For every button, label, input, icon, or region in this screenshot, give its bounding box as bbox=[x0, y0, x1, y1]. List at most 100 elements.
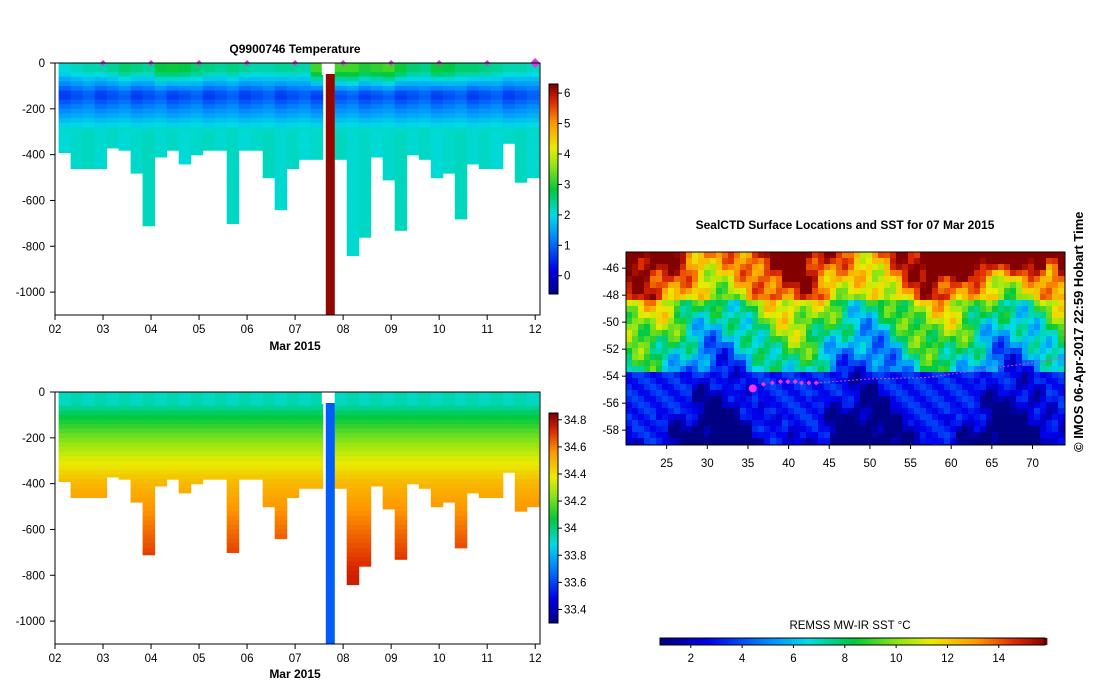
top-profile-34-cell bbox=[478, 118, 492, 124]
sst-cell bbox=[914, 258, 921, 265]
sst-colorbar-step bbox=[888, 638, 892, 645]
bot-profile-29-cell bbox=[418, 414, 432, 421]
sst-cell bbox=[746, 300, 753, 307]
sst-cell bbox=[998, 312, 1005, 319]
top-profile-17-cell bbox=[262, 67, 276, 73]
sst-cell bbox=[896, 294, 903, 301]
bot-profile-18-cell bbox=[274, 442, 288, 448]
top-profile-24-cell bbox=[358, 131, 372, 137]
bot-profile-35-cell bbox=[490, 456, 504, 462]
bot-colorbar-step bbox=[549, 575, 558, 578]
sst-cell bbox=[668, 354, 675, 361]
sst-cell bbox=[740, 336, 747, 343]
top-profile-22-cell bbox=[334, 150, 348, 156]
sst-cell bbox=[842, 264, 849, 271]
bot-profile-27-cell bbox=[394, 552, 408, 558]
top-profile-15-cell bbox=[238, 63, 252, 69]
bot-profile-22-cell bbox=[334, 401, 348, 407]
sst-cell bbox=[698, 324, 705, 331]
bot-profile-27-cell bbox=[394, 401, 408, 407]
top-profile-19-cell bbox=[286, 67, 300, 73]
salinity-x-axis: 02 03 04 05 06 07 08 09 10 11 12 bbox=[49, 644, 542, 665]
sst-cell bbox=[740, 252, 747, 259]
sst-cell bbox=[692, 276, 699, 283]
top-profile-36-cell bbox=[502, 99, 516, 105]
top-profile-6-cell bbox=[130, 140, 144, 147]
bot-profile-31-cell bbox=[442, 433, 456, 439]
sst-cell bbox=[656, 264, 663, 271]
sst-cell bbox=[752, 420, 759, 427]
sst-cell bbox=[1052, 420, 1059, 427]
bot-profile-19-cell bbox=[286, 437, 300, 443]
sst-cell bbox=[944, 342, 951, 349]
sst-cell bbox=[842, 432, 849, 439]
sst-cell bbox=[848, 294, 855, 301]
sst-cell bbox=[698, 300, 705, 307]
sst-cell bbox=[908, 270, 915, 277]
sst-cell bbox=[812, 426, 819, 433]
top-colorbar-step bbox=[549, 184, 558, 187]
sst-colorbar-step bbox=[666, 638, 670, 645]
top-profile-5-cell bbox=[118, 140, 132, 147]
sst-cell bbox=[650, 318, 657, 325]
sst-cell bbox=[686, 384, 693, 391]
bot-profile-29-cell bbox=[418, 424, 432, 430]
bot-profile-37-cell bbox=[514, 497, 528, 503]
top-profile-1-cell bbox=[70, 72, 84, 78]
sst-cell bbox=[902, 330, 909, 337]
sst-cell bbox=[794, 306, 801, 313]
sst-colorbar-step bbox=[1035, 638, 1039, 645]
bot-profile-37-cell bbox=[514, 419, 528, 425]
sst-colorbar-step bbox=[732, 638, 736, 645]
bot-profile-14-cell bbox=[226, 447, 240, 453]
sst-cell bbox=[962, 282, 969, 289]
sst-cell bbox=[968, 348, 975, 355]
sst-cell bbox=[698, 306, 705, 313]
sst-cell bbox=[668, 318, 675, 325]
sst-cell bbox=[704, 258, 711, 265]
top-profile-11-cell bbox=[190, 140, 204, 147]
sst-colorbar-tick-label: 8 bbox=[842, 653, 848, 665]
bot-profile-37-cell bbox=[514, 424, 528, 430]
bot-profile-14-cell bbox=[226, 451, 240, 457]
bot-profile-32-cell bbox=[454, 410, 468, 416]
sst-cell bbox=[806, 402, 813, 409]
sst-cell bbox=[956, 402, 963, 409]
top-colorbar-step bbox=[549, 132, 558, 135]
sst-cell bbox=[716, 270, 723, 277]
sst-cell bbox=[860, 252, 867, 259]
sst-cell bbox=[920, 390, 927, 397]
top-colorbar-step bbox=[549, 292, 558, 295]
sst-cell bbox=[764, 420, 771, 427]
sst-cell bbox=[830, 408, 837, 415]
sst-cell bbox=[824, 378, 831, 385]
sst-cell bbox=[1016, 330, 1023, 337]
sst-cell bbox=[770, 348, 777, 355]
top-profile-22-cell bbox=[334, 81, 348, 87]
bot-profile-16-cell bbox=[250, 442, 264, 448]
sst-cell bbox=[986, 378, 993, 385]
top-profile-20-cell bbox=[298, 136, 312, 142]
sst-cell bbox=[992, 258, 999, 265]
sst-cell bbox=[854, 276, 861, 283]
top-profile-14-cell bbox=[226, 131, 240, 137]
bot-profile-14-cell bbox=[226, 396, 240, 402]
sst-cell bbox=[1058, 300, 1065, 307]
sst-cell bbox=[920, 294, 927, 301]
sst-cell bbox=[1010, 390, 1017, 397]
sst-cell bbox=[806, 264, 813, 271]
bot-profile-27-cell bbox=[394, 543, 408, 549]
sst-cell bbox=[740, 378, 747, 385]
sst-cell bbox=[746, 264, 753, 271]
sst-cell bbox=[692, 294, 699, 301]
top-profile-27-cell bbox=[394, 200, 408, 206]
sst-cell bbox=[818, 312, 825, 319]
sst-colorbar: REMSS MW-IR SST °C 2 4 6 8 10 12 14 bbox=[659, 620, 1048, 665]
sst-cell bbox=[932, 396, 939, 403]
sst-cell bbox=[914, 366, 921, 373]
top-profile-22-cell bbox=[334, 154, 348, 160]
sst-cell bbox=[788, 396, 795, 403]
sst-cell bbox=[1034, 348, 1041, 355]
top-profile-34-cell bbox=[478, 81, 492, 87]
bot-profile-18-cell bbox=[274, 534, 288, 540]
